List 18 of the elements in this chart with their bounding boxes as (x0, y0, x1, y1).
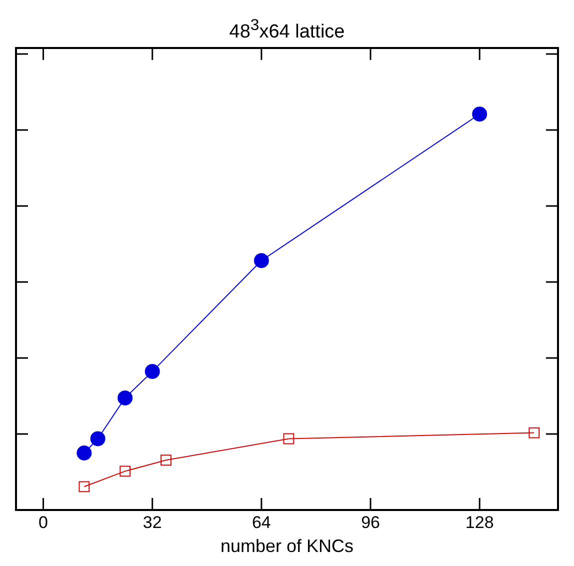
chart-title: 48$^{3}$x64 lattice (228, 16, 346, 42)
point (144, 364, 160, 379)
point (118, 390, 133, 406)
x-tick-label: 64 (252, 512, 271, 532)
point (472, 106, 488, 122)
point (120, 466, 131, 477)
point (254, 253, 269, 268)
x-axis-title: number of KNCs (220, 536, 354, 556)
x-tick-label: 0 (38, 512, 48, 532)
point (160, 454, 172, 466)
x-tick-label: 32 (142, 512, 162, 532)
point (528, 427, 540, 438)
x-tick-label: 128 (465, 512, 494, 532)
point (78, 481, 90, 492)
point (283, 433, 294, 444)
point (76, 445, 92, 460)
x-tick-label: 96 (361, 512, 380, 532)
point (90, 431, 106, 446)
